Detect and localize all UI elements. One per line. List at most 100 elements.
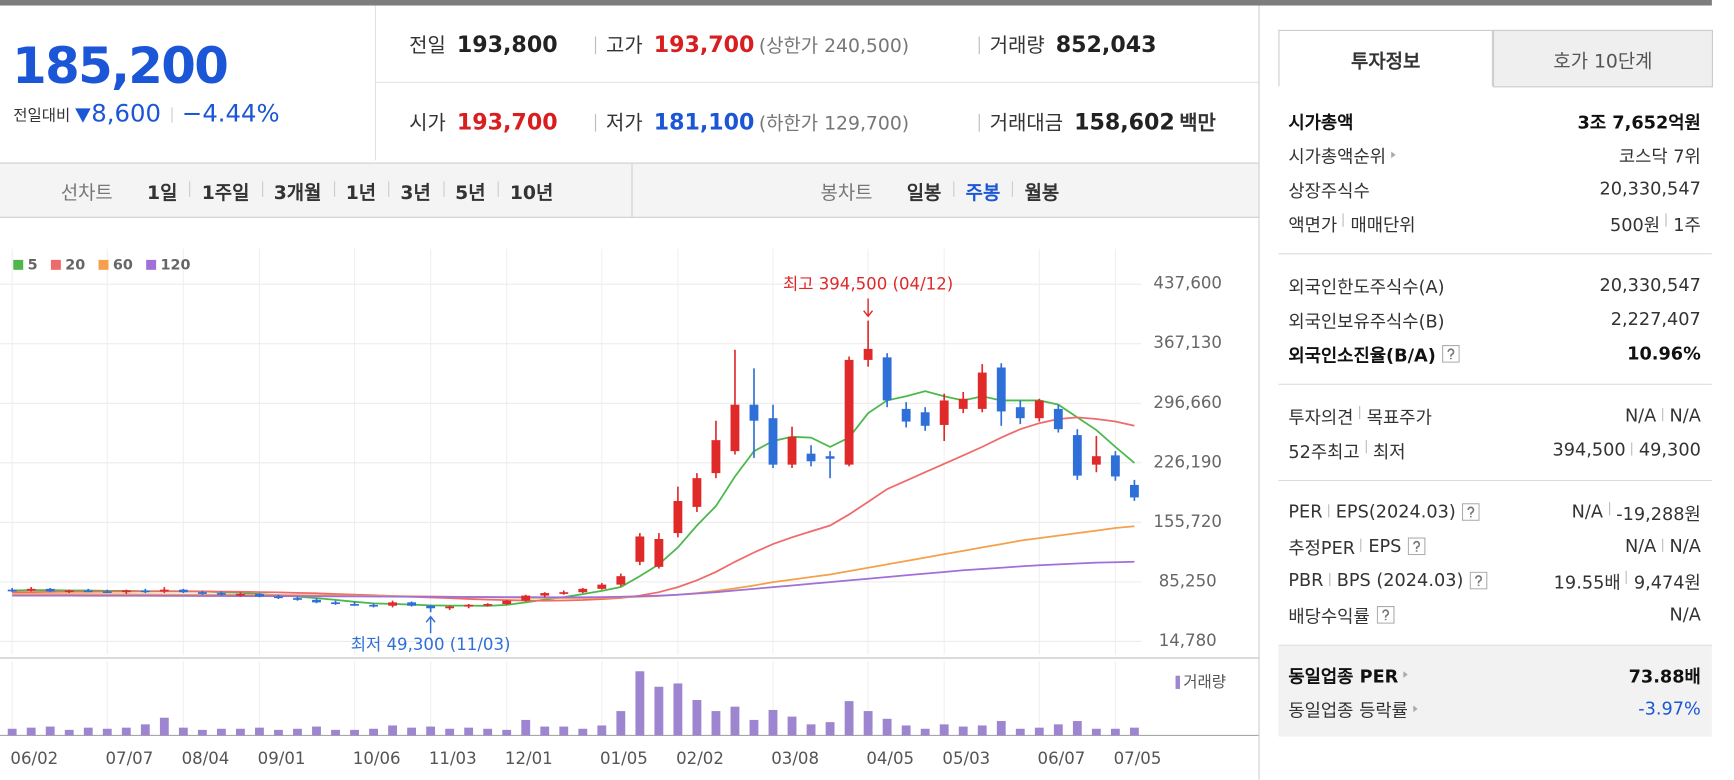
- volume-bar: [996, 721, 1006, 736]
- volume-bar: [597, 725, 607, 736]
- info-label: 추정PER: [1288, 536, 1356, 558]
- info-labels: 동일업종 등락률: [1288, 695, 1418, 722]
- info-row: 외국인보유주식수(B) 2,227,407: [1288, 302, 1700, 336]
- summary-label: 고가: [606, 33, 643, 57]
- help-icon[interactable]: [1376, 605, 1395, 624]
- more-arrow[interactable]: [1403, 670, 1409, 678]
- info-value: 3조 7,652억원: [1577, 111, 1701, 133]
- volume-bar: [559, 726, 569, 736]
- volume-bar: [787, 716, 797, 736]
- volume-bar: [673, 683, 683, 736]
- volume-bar: [540, 726, 550, 736]
- candle-body: [1072, 435, 1082, 476]
- y-tick-label: 437,600: [1153, 274, 1222, 293]
- info-value: 20,330,547: [1599, 178, 1701, 200]
- info-value: 20,330,547: [1599, 274, 1701, 296]
- toolbar-item[interactable]: 1일: [146, 181, 178, 205]
- toolbar-item[interactable]: 일봉: [906, 181, 942, 205]
- help-icon[interactable]: [1462, 502, 1481, 521]
- candle-body: [502, 600, 512, 605]
- candle-body: [121, 590, 131, 593]
- summary-cell: 저가 181,100 (하한가 129,700): [594, 83, 910, 159]
- legend-label: 120: [161, 257, 191, 273]
- candle-body: [216, 593, 226, 595]
- volume-bar: [159, 717, 169, 736]
- volume-bar: [464, 727, 474, 736]
- x-tick-label: 07/07: [105, 749, 153, 768]
- info-value: N/A: [1669, 603, 1701, 625]
- more-arrow[interactable]: [1391, 150, 1396, 158]
- candle-body: [483, 604, 493, 606]
- toolbar-item[interactable]: 5년: [442, 176, 498, 204]
- help-icon[interactable]: [1469, 571, 1488, 589]
- help-icon[interactable]: [1408, 536, 1426, 555]
- help-icon[interactable]: [1442, 344, 1461, 363]
- candle-body: [388, 602, 398, 606]
- candle-body: [426, 605, 436, 609]
- volume-bar: [882, 718, 892, 736]
- volume-bar: [197, 729, 207, 736]
- volume-bar: [521, 719, 531, 736]
- y-tick-label: 367,130: [1153, 333, 1222, 352]
- volume-bar: [121, 727, 131, 736]
- tab[interactable]: 투자정보: [1278, 29, 1493, 87]
- info-label: 외국인소진율(B/A): [1288, 344, 1436, 366]
- volume-bar: [369, 728, 378, 736]
- candle-body: [635, 536, 645, 562]
- volume-bar: [64, 729, 74, 736]
- candle-body: [882, 357, 892, 401]
- volume-bar: [749, 719, 759, 736]
- toolbar-item[interactable]: 주봉: [953, 176, 1012, 204]
- toolbar-item[interactable]: 1년: [333, 176, 389, 204]
- more-arrow[interactable]: [1413, 704, 1418, 712]
- volume-bar: [635, 671, 645, 736]
- candle-body: [1129, 484, 1139, 498]
- candle-body: [920, 412, 930, 426]
- toolbar-item[interactable]: 3개월: [261, 176, 334, 204]
- candle-body: [197, 592, 207, 594]
- info-value: N/A: [1624, 535, 1657, 557]
- toolbar-item[interactable]: 3년: [388, 176, 443, 204]
- toolbar-item[interactable]: 월봉: [1012, 176, 1071, 204]
- info-labels: 상장주식수: [1288, 175, 1369, 202]
- legend-swatch: [146, 259, 157, 270]
- info-labels: 동일업종 PER: [1288, 661, 1409, 688]
- candle-body: [445, 606, 455, 609]
- price-box: 185,200 전일대비 8,600 −4.44%: [0, 5, 376, 161]
- summary-row: 전일 193,800 고가 193,700 (상한가 240,500) 거래량 852,04…: [375, 6, 1259, 83]
- summary-unit: 백만: [1179, 111, 1216, 135]
- summary-note: (하한가 129,700): [758, 112, 910, 135]
- info-group: 투자의견 목표주가 N/A N/A 52주최고 최저 394,500 49,300: [1278, 385, 1712, 482]
- tab[interactable]: 호가 10단계: [1492, 29, 1713, 88]
- toolbar-item[interactable]: 10년: [497, 176, 566, 204]
- info-row: 외국인한도주식수(A) 20,330,547: [1288, 268, 1700, 302]
- volume-bar: [1053, 724, 1063, 736]
- info-values: N/A: [1670, 604, 1701, 625]
- info-label: PBR: [1288, 569, 1324, 591]
- info-label: 목표주가: [1353, 402, 1432, 429]
- top-border: [0, 0, 1712, 6]
- line-chart-group: 선차트 1일 1주일 3개월 1년 3년 5년 10년: [61, 164, 566, 217]
- toolbar-item[interactable]: 1주일: [189, 176, 262, 204]
- candle-body: [825, 456, 835, 459]
- info-values: 73.88배: [1629, 661, 1701, 688]
- volume-bar: [844, 701, 854, 736]
- change-label: 전일대비: [13, 106, 71, 125]
- candle-body: [692, 478, 702, 507]
- candle-body: [407, 602, 417, 606]
- candle-body: [178, 589, 188, 593]
- volume-bar: [1091, 728, 1101, 736]
- volume-bar: [768, 709, 778, 736]
- summary-value: 158,602: [1074, 107, 1175, 135]
- candle-body: [996, 367, 1006, 412]
- change-percent: −4.44%: [181, 100, 280, 129]
- info-row: 상장주식수 20,330,547: [1288, 171, 1700, 205]
- info-value: 500원: [1609, 213, 1661, 235]
- candle-body: [958, 398, 968, 409]
- info-group: 외국인한도주식수(A) 20,330,547 외국인보유주식수(B) 2,227,40…: [1278, 254, 1712, 385]
- info-value: 코스닥 7위: [1618, 145, 1701, 167]
- down-triangle: [74, 107, 91, 123]
- info-label: 매매단위: [1337, 210, 1416, 237]
- x-tick-label: 01/05: [600, 749, 648, 768]
- change-amount: 8,600: [91, 100, 161, 129]
